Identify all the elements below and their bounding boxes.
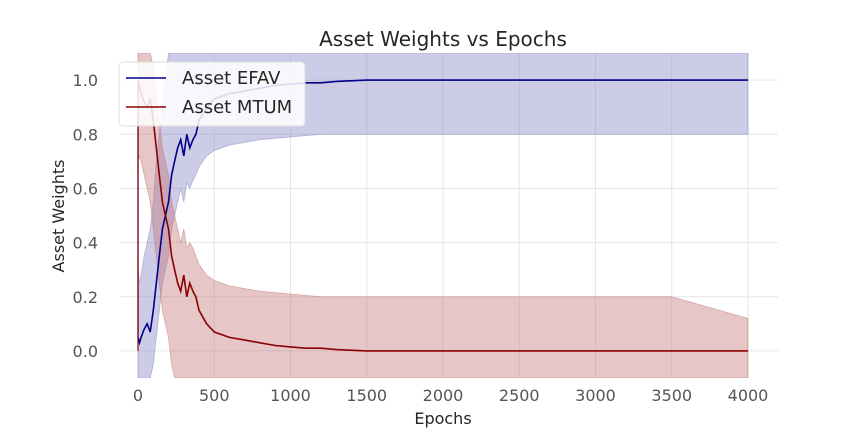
y-tick-label: 0.0 [73,342,98,361]
band-asset-efav [137,53,749,378]
y-tick-label: 1.0 [73,71,98,90]
x-tick-label: 3000 [575,386,616,405]
x-tick-label: 2000 [423,386,464,405]
x-tick-label: 1500 [346,386,387,405]
y-tick-label: 0.8 [73,125,98,144]
x-tick-label: 2500 [499,386,540,405]
y-tick-label: 0.4 [73,234,98,253]
y-tick-label: 0.6 [73,179,98,198]
legend: Asset EFAV Asset MTUM [118,61,306,127]
x-tick-label: 500 [199,386,230,405]
x-tick-label: 0 [133,386,143,405]
x-tick-label: 4000 [728,386,769,405]
x-tick-label: 1000 [270,386,311,405]
x-axis-label: Epochs [414,409,471,428]
series-line-asset-efav [137,79,748,346]
y-axis-label: Asset Weights [49,160,68,273]
legend-label-mtum: Asset MTUM [182,97,292,118]
band-asset-mtum [137,53,749,378]
x-tick-label: 3500 [651,386,692,405]
tick-layer: 0 500 1000 1500 2000 2500 3000 3500 4000 0.0 0.2 0.… [73,71,769,405]
chart-title: Asset Weights vs Epochs [319,27,567,51]
legend-label-efav: Asset EFAV [182,68,281,89]
band-layer [137,53,749,378]
y-tick-label: 0.2 [73,288,98,307]
